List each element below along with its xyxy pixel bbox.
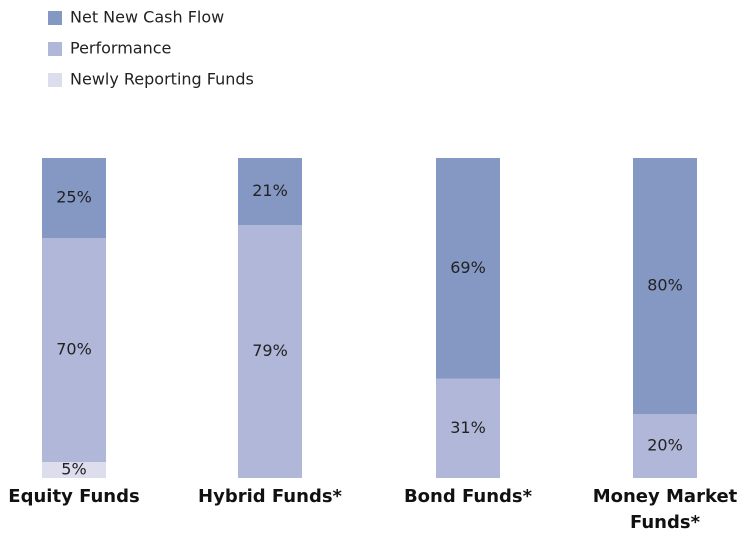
bar-segment bbox=[633, 414, 697, 478]
bar-segment bbox=[238, 225, 302, 478]
data-label: 20% bbox=[647, 436, 683, 455]
bar-segment bbox=[42, 462, 106, 478]
legend-label: Net New Cash Flow bbox=[70, 8, 224, 27]
bar-segment bbox=[436, 378, 500, 478]
data-label: 79% bbox=[252, 341, 288, 360]
category-label: Money Market Funds* bbox=[592, 486, 738, 533]
bar-segment bbox=[436, 158, 500, 379]
data-label: 25% bbox=[56, 188, 92, 207]
legend-label: Newly Reporting Funds bbox=[70, 70, 254, 89]
bar-segment bbox=[633, 158, 697, 414]
category-label: Equity Funds bbox=[8, 486, 140, 507]
bar-segment bbox=[42, 238, 106, 462]
bar-segment bbox=[238, 158, 302, 226]
category-label: Hybrid Funds* bbox=[198, 486, 342, 507]
data-label: 69% bbox=[450, 258, 486, 277]
data-label: 80% bbox=[647, 276, 683, 295]
bar-segment bbox=[42, 158, 106, 238]
data-label: 5% bbox=[61, 460, 86, 479]
legend-swatch bbox=[48, 11, 62, 25]
data-label: 70% bbox=[56, 340, 92, 359]
category-label: Bond Funds* bbox=[403, 486, 533, 507]
data-label: 31% bbox=[450, 418, 486, 437]
legend-swatch bbox=[48, 42, 62, 56]
legend-label: Performance bbox=[70, 39, 171, 58]
legend-swatch bbox=[48, 73, 62, 87]
data-label: 21% bbox=[252, 181, 288, 200]
